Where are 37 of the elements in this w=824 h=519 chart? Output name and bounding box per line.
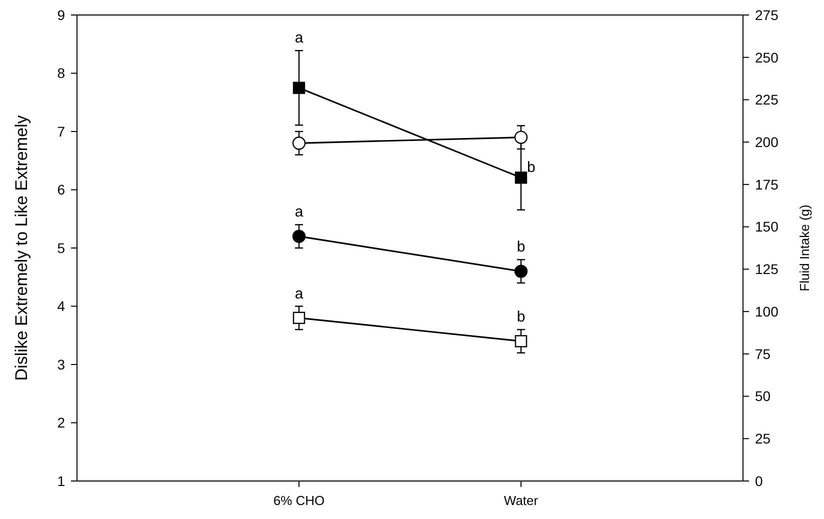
y-axis-title: Dislike Extremely to Like Extremely — [12, 114, 31, 381]
point — [514, 130, 528, 144]
y2-tick-label: 125 — [755, 261, 779, 278]
point — [292, 136, 306, 150]
y2-tick-label: 25 — [755, 430, 771, 447]
y-tick-label: 8 — [57, 65, 66, 82]
annotation: b — [516, 238, 526, 256]
annotation: a — [294, 30, 304, 47]
y-tick-label: 1 — [57, 472, 66, 489]
x-tick-label: 6% CHO — [273, 493, 325, 508]
y2-tick-label: 75 — [755, 346, 771, 362]
y2-tick-label: 150 — [755, 218, 779, 235]
y2-tick-label: 175 — [755, 176, 779, 192]
y2-tick-label: 200 — [755, 134, 779, 150]
y2-tick-label: 225 — [755, 92, 779, 108]
y-tick-label: 7 — [57, 123, 66, 140]
annotation: b — [516, 308, 526, 326]
point — [292, 312, 306, 324]
point — [514, 335, 528, 348]
point — [292, 230, 306, 243]
y2-tick-label: 275 — [755, 6, 779, 23]
y-tick-label: 6 — [57, 182, 66, 198]
y2-tick-label: 0 — [755, 472, 763, 489]
y2-tick-label: 50 — [755, 388, 771, 404]
y-tick-label: 2 — [57, 414, 66, 431]
annotation: a — [294, 285, 304, 302]
y2-tick-label: 100 — [755, 303, 779, 320]
x-tick-label: Water — [504, 493, 539, 508]
y2-tick-label: 250 — [755, 49, 779, 66]
y2-axis-title: Fluid Intake (g) — [797, 204, 812, 292]
y-tick-label: 5 — [57, 240, 66, 256]
y-tick-label: 4 — [57, 298, 66, 314]
y-tick-label: 9 — [57, 6, 66, 23]
annotation: b — [527, 159, 536, 176]
point — [514, 264, 528, 278]
y-tick-label: 3 — [57, 356, 66, 372]
annotation: a — [294, 204, 304, 221]
